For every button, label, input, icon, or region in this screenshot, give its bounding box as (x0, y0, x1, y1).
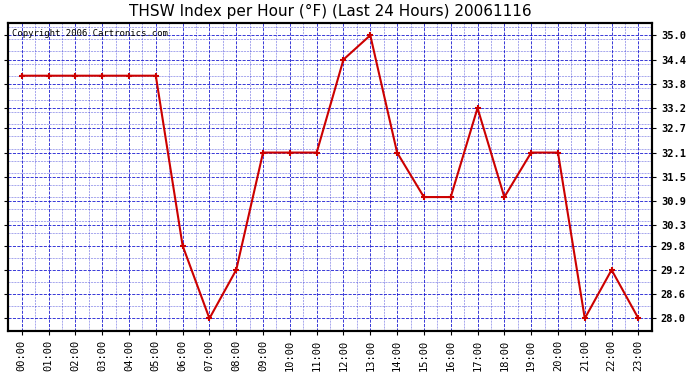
Title: THSW Index per Hour (°F) (Last 24 Hours) 20061116: THSW Index per Hour (°F) (Last 24 Hours)… (129, 4, 531, 19)
Text: Copyright 2006 Cartronics.com: Copyright 2006 Cartronics.com (12, 29, 168, 38)
